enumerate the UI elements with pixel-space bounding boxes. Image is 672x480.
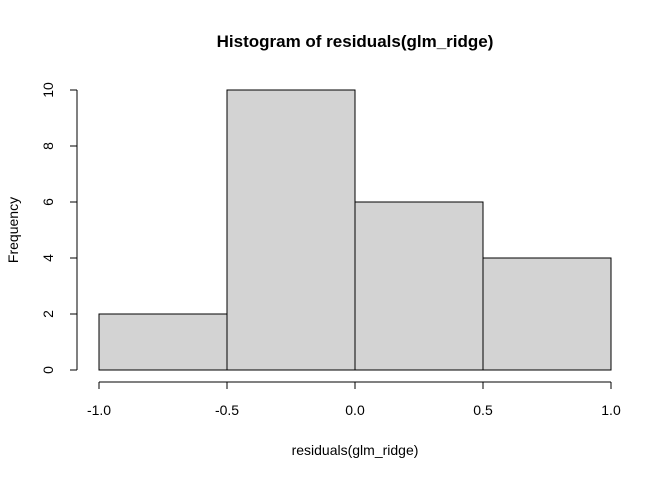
- y-tick-label: 10: [40, 82, 56, 98]
- x-tick-label: -1.0: [87, 402, 111, 418]
- histogram-bar: [226, 89, 356, 371]
- y-tick-label: 0: [40, 366, 56, 374]
- y-axis-label: Frequency: [5, 197, 21, 263]
- chart-title: Histogram of residuals(glm_ridge): [217, 32, 494, 51]
- x-tick-label: 0.0: [345, 402, 365, 418]
- x-axis-label: residuals(glm_ridge): [292, 442, 419, 458]
- y-tick-label: 6: [40, 198, 56, 206]
- x-tick-label: 0.5: [473, 402, 493, 418]
- histogram-bar: [98, 313, 228, 371]
- bars-group: [98, 89, 612, 371]
- y-axis: 0 2 4 6 8 10: [40, 82, 78, 374]
- y-tick-label: 8: [40, 142, 56, 150]
- histogram-bar: [354, 201, 484, 371]
- histogram-bar: [482, 257, 612, 371]
- x-axis: -1.0 -0.5 0.0 0.5 1.0: [87, 381, 621, 418]
- x-tick-label: -0.5: [215, 402, 239, 418]
- x-tick-label: 1.0: [601, 402, 621, 418]
- y-tick-label: 4: [40, 254, 56, 262]
- y-tick-label: 2: [40, 310, 56, 318]
